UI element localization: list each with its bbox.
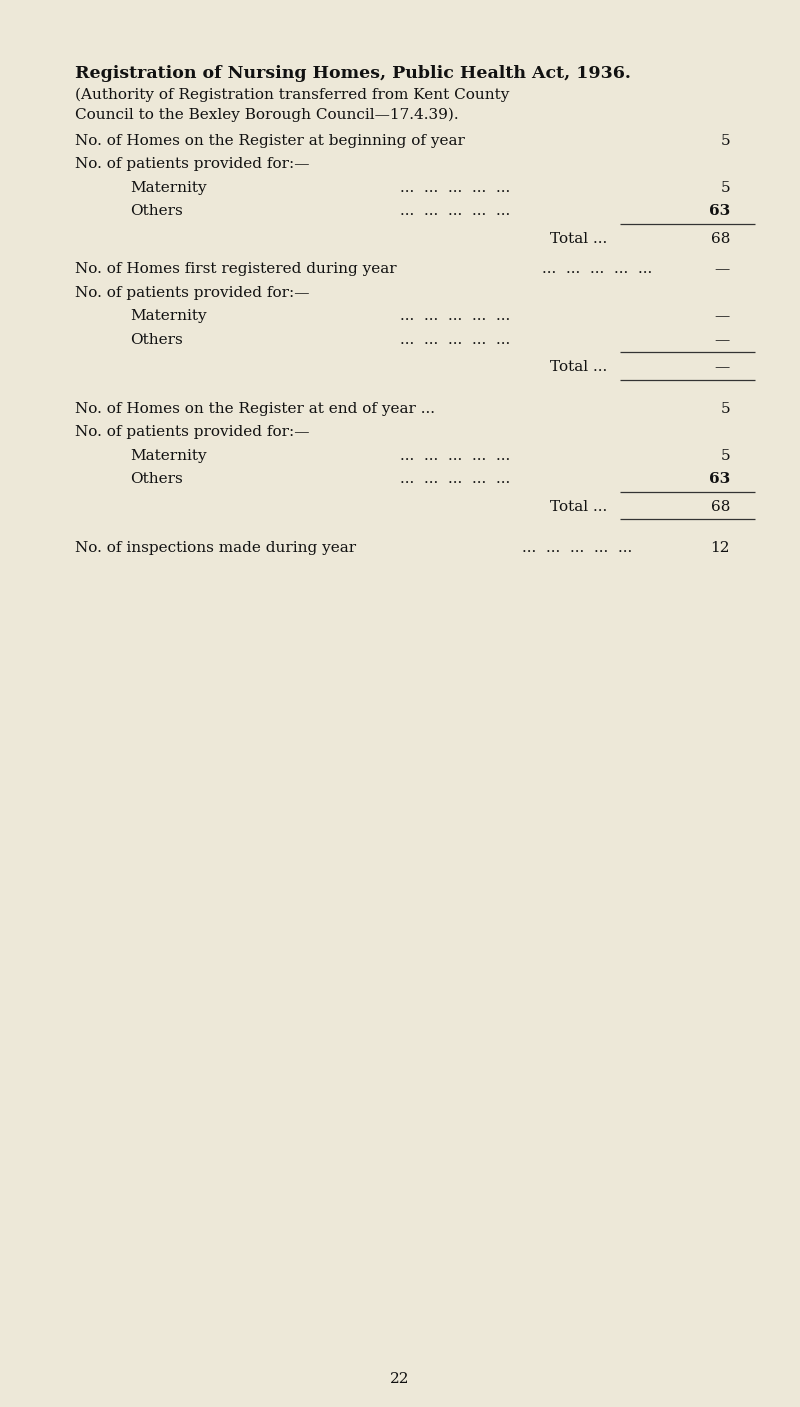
Text: ...  ...  ...  ...  ...: ... ... ... ... ... — [542, 262, 653, 276]
Text: No. of Homes on the Register at end of year ...: No. of Homes on the Register at end of y… — [75, 402, 435, 416]
Text: No. of Homes first registered during year: No. of Homes first registered during yea… — [75, 262, 397, 276]
Text: Total ...: Total ... — [550, 232, 607, 246]
Text: 22: 22 — [390, 1372, 410, 1386]
Text: 63: 63 — [709, 204, 730, 218]
Text: (Authority of Registration transferred from Kent County: (Authority of Registration transferred f… — [75, 87, 510, 101]
Text: Total ...: Total ... — [550, 499, 607, 514]
Text: 68: 68 — [710, 499, 730, 514]
Text: Council to the Bexley Borough Council—17.4.39).: Council to the Bexley Borough Council—17… — [75, 108, 458, 122]
Text: Maternity: Maternity — [130, 182, 206, 194]
Text: 12: 12 — [710, 542, 730, 556]
Text: ...  ...  ...  ...  ...: ... ... ... ... ... — [522, 542, 633, 556]
Text: ...  ...  ...  ...  ...: ... ... ... ... ... — [400, 449, 510, 463]
Text: 63: 63 — [709, 473, 730, 487]
Text: —: — — [714, 333, 730, 348]
Text: Registration of Nursing Homes, Public Health Act, 1936.: Registration of Nursing Homes, Public He… — [75, 65, 631, 82]
Text: 5: 5 — [720, 134, 730, 148]
Text: No. of patients provided for:—: No. of patients provided for:— — [75, 286, 310, 300]
Text: —: — — [714, 262, 730, 276]
Text: No. of Homes on the Register at beginning of year: No. of Homes on the Register at beginnin… — [75, 134, 465, 148]
Text: Total ...: Total ... — [550, 360, 607, 374]
Text: ...  ...  ...  ...  ...: ... ... ... ... ... — [400, 333, 510, 348]
Text: Others: Others — [130, 204, 182, 218]
Text: No. of patients provided for:—: No. of patients provided for:— — [75, 425, 310, 439]
Text: 5: 5 — [720, 182, 730, 194]
Text: ...  ...  ...  ...  ...: ... ... ... ... ... — [400, 204, 510, 218]
Text: ...  ...  ...  ...  ...: ... ... ... ... ... — [400, 310, 510, 324]
Text: Maternity: Maternity — [130, 310, 206, 324]
Text: —: — — [714, 360, 730, 374]
Text: 5: 5 — [720, 402, 730, 416]
Text: No. of patients provided for:—: No. of patients provided for:— — [75, 158, 310, 172]
Text: —: — — [714, 310, 730, 324]
Text: Others: Others — [130, 333, 182, 348]
Text: 5: 5 — [720, 449, 730, 463]
Text: No. of inspections made during year: No. of inspections made during year — [75, 542, 356, 556]
Text: 68: 68 — [710, 232, 730, 246]
Text: ...  ...  ...  ...  ...: ... ... ... ... ... — [400, 473, 510, 487]
Text: Others: Others — [130, 473, 182, 487]
Text: Maternity: Maternity — [130, 449, 206, 463]
Text: ...  ...  ...  ...  ...: ... ... ... ... ... — [400, 182, 510, 194]
